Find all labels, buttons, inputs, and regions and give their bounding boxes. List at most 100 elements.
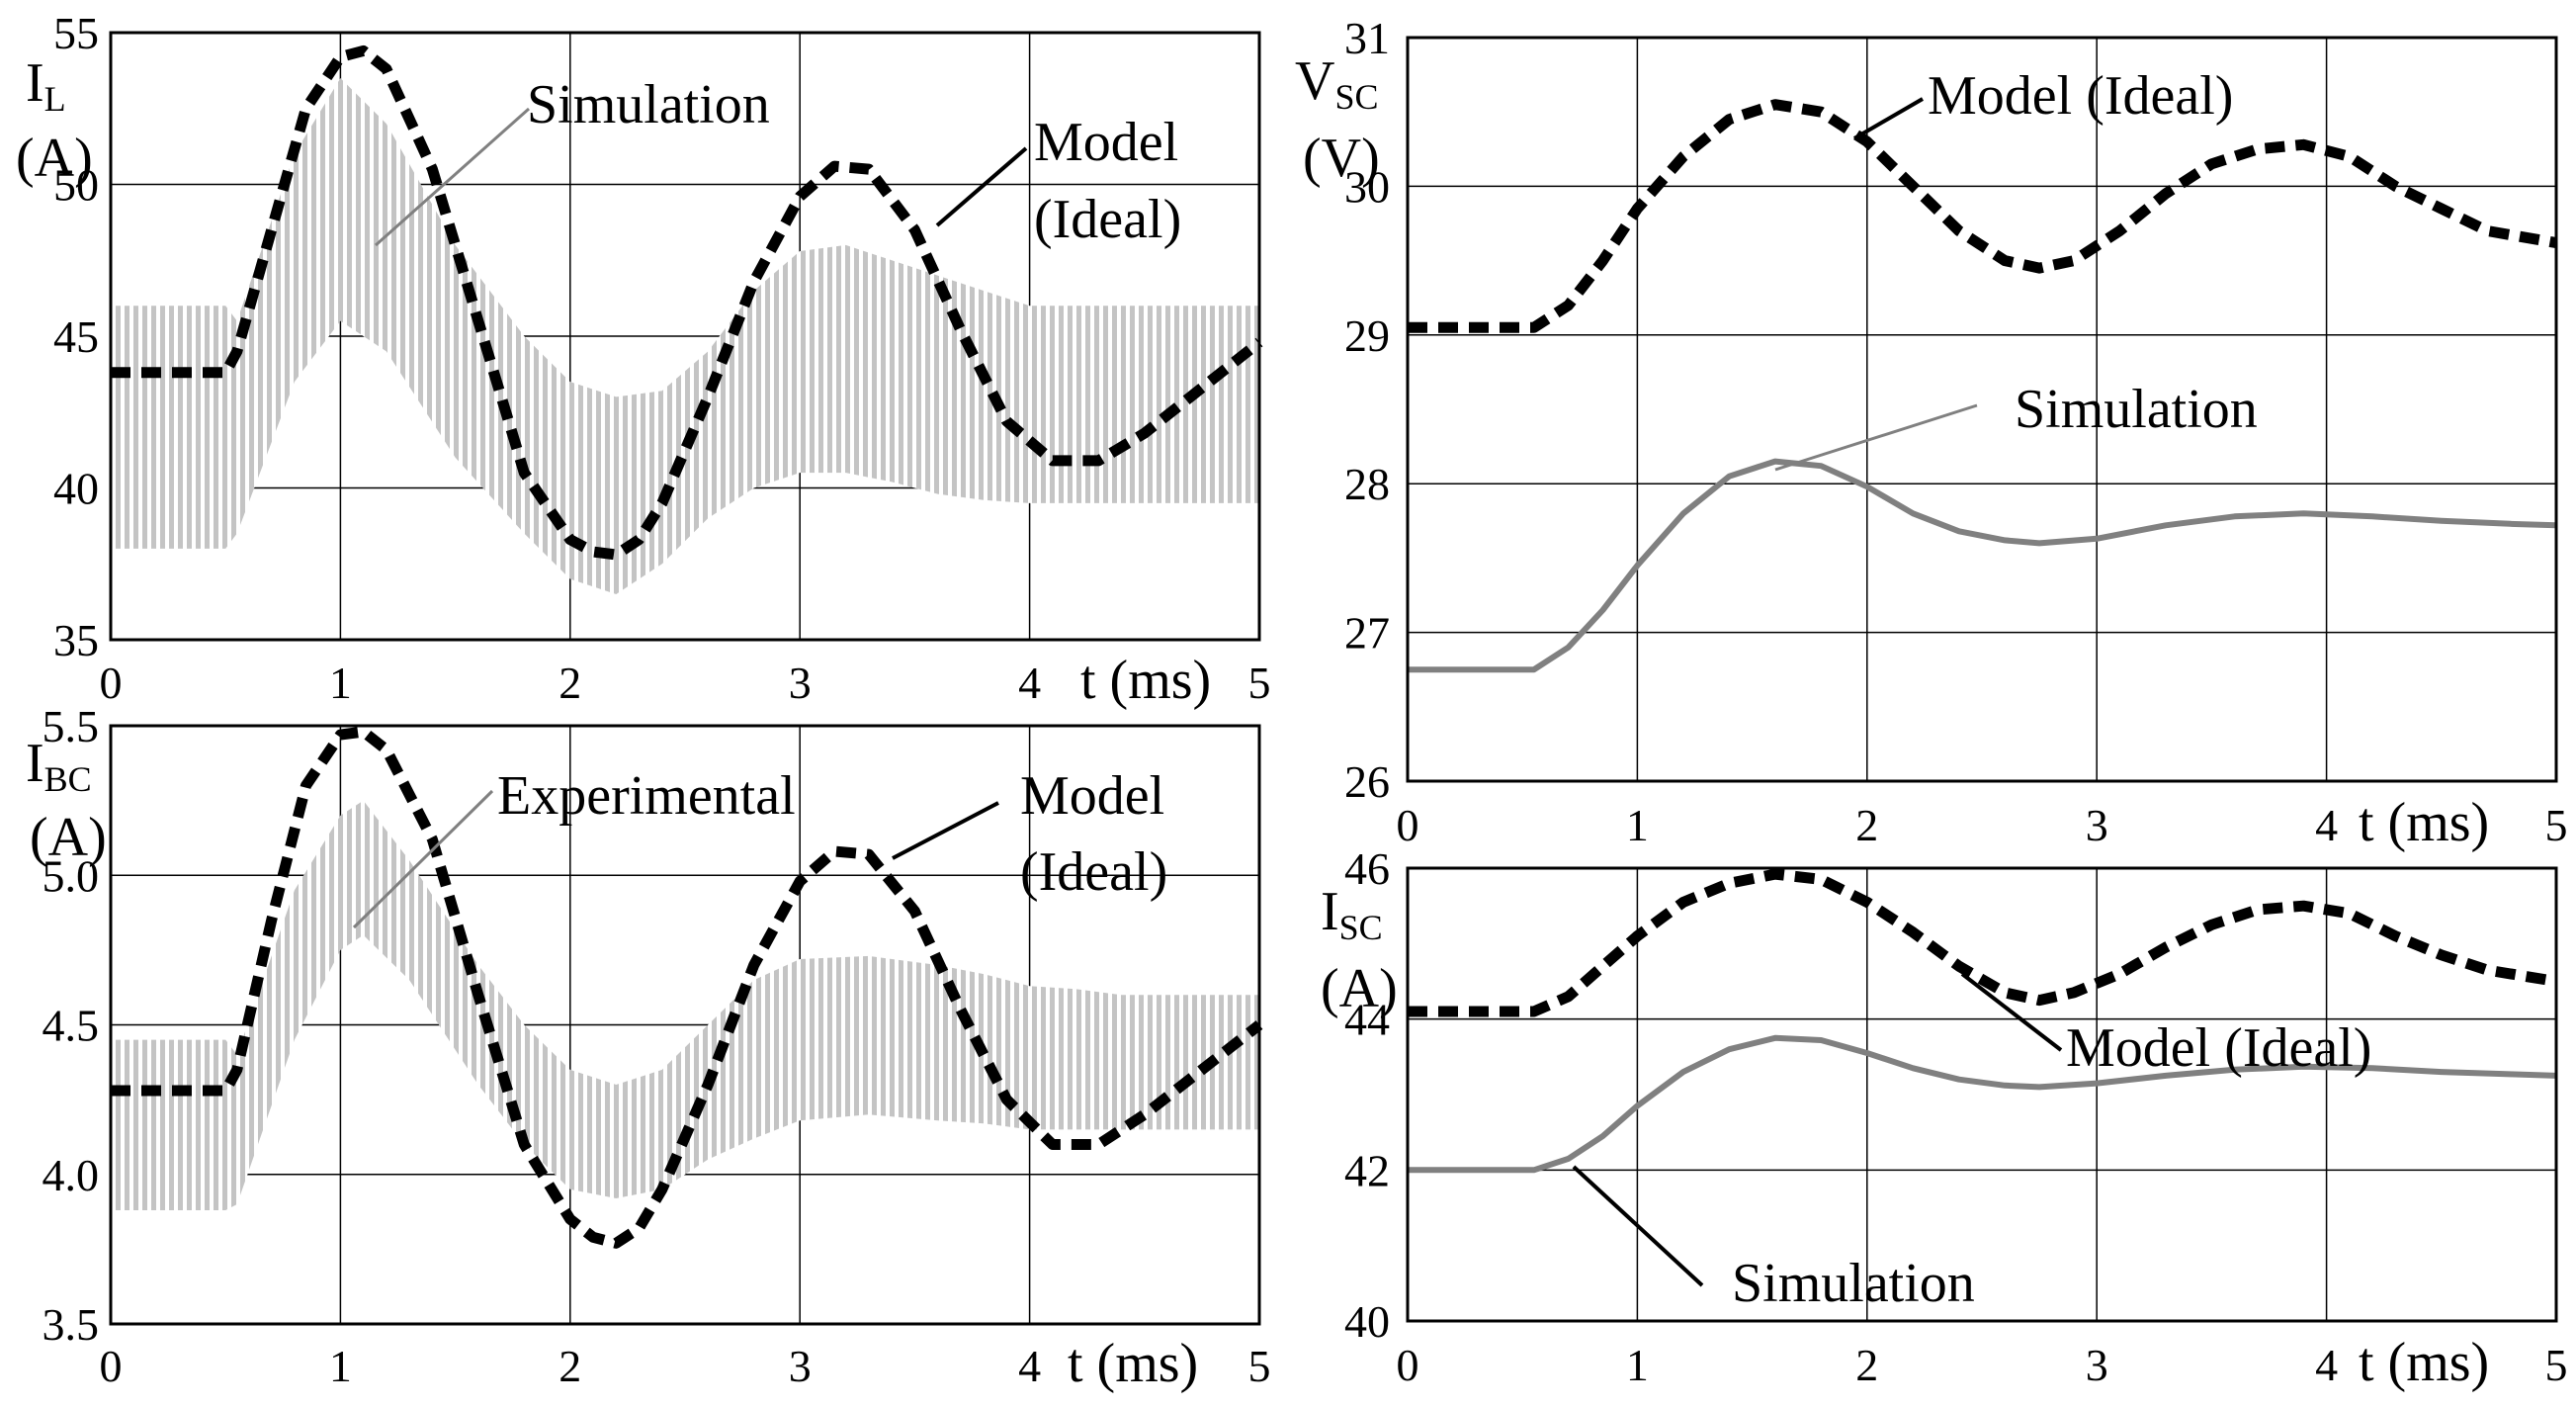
ylabel-isc-sub: SC bbox=[1339, 908, 1383, 947]
ylabel-il: IL bbox=[26, 52, 66, 119]
ytick-label-isc: 42 bbox=[1344, 1145, 1390, 1195]
yunit-ibc: (A) bbox=[30, 807, 107, 868]
xtick-label-isc: 2 bbox=[1855, 1340, 1878, 1390]
panel-ibc: 3.5 4.0 4.5 5.0 5.5 0 1 2 3 4 5 IBC (A) t (ms) Ex… bbox=[26, 701, 1271, 1394]
annot-isc-model: Model (Ideal) bbox=[2066, 1017, 2371, 1079]
plot-il bbox=[111, 44, 1263, 594]
yunit-isc: (A) bbox=[1321, 958, 1398, 1019]
series-line-vsc-0 bbox=[1408, 99, 2557, 333]
xtick-label-ibc: 4 bbox=[1018, 1341, 1041, 1391]
series-line-il-1 bbox=[111, 44, 1263, 561]
ytick-label-ibc: 4.0 bbox=[43, 1150, 100, 1200]
panel-vsc: 26 27 28 29 30 31 0 1 2 3 4 5 VSC (V) t (ms) Model… bbox=[1295, 13, 2568, 853]
plot-frame-isc bbox=[1406, 866, 2558, 1323]
plot-frame-ibc bbox=[109, 724, 1261, 1326]
xtick-label-vsc: 0 bbox=[1397, 800, 1419, 850]
plot-frame-il bbox=[109, 31, 1261, 642]
series-band-ibc-0 bbox=[111, 800, 1259, 1210]
ytick-labels-ibc: 3.5 4.0 4.5 5.0 5.5 bbox=[43, 701, 100, 1350]
annot-ibc-ideal: (Ideal) bbox=[1020, 841, 1167, 903]
ytick-label-ibc: 3.5 bbox=[43, 1299, 100, 1350]
ylabel-ibc-sub: BC bbox=[44, 759, 92, 799]
xtick-label-il: 3 bbox=[789, 658, 812, 708]
ytick-label-ibc: 5.5 bbox=[43, 701, 100, 751]
ytick-labels-vsc: 26 27 28 29 30 31 bbox=[1344, 13, 1390, 807]
plot-ibc bbox=[111, 726, 1263, 1249]
leader-ibc-model bbox=[892, 801, 999, 860]
xtick-label-ibc: 0 bbox=[100, 1341, 123, 1391]
ylabel-vsc-main: V bbox=[1295, 50, 1334, 112]
annot-il-simulation: Simulation bbox=[527, 74, 770, 135]
xlabel-il: t (ms) bbox=[1080, 650, 1211, 711]
xtick-label-isc: 1 bbox=[1626, 1340, 1649, 1390]
xtick-label-vsc: 3 bbox=[2086, 800, 2108, 850]
ytick-label-il: 40 bbox=[53, 464, 99, 514]
ytick-label-il: 35 bbox=[53, 615, 99, 665]
xtick-label-vsc: 2 bbox=[1855, 800, 1878, 850]
xtick-labels-isc: 0 1 2 3 4 5 bbox=[1397, 1340, 2568, 1390]
grid-isc bbox=[1408, 868, 2556, 1321]
leader-ibc-experimental bbox=[352, 789, 494, 929]
ytick-label-vsc: 26 bbox=[1344, 756, 1390, 807]
series-line-ibc-1 bbox=[111, 726, 1263, 1249]
ylabel-ibc-main: I bbox=[26, 733, 44, 794]
annot-il-ideal: (Ideal) bbox=[1034, 189, 1181, 250]
xlabel-vsc: t (ms) bbox=[2359, 792, 2489, 853]
ytick-labels-isc: 40 42 44 46 bbox=[1344, 843, 1390, 1347]
plot-vsc bbox=[1408, 99, 2557, 673]
ytick-label-vsc: 30 bbox=[1344, 161, 1390, 212]
xlabel-ibc: t (ms) bbox=[1068, 1333, 1198, 1394]
xtick-label-il: 5 bbox=[1248, 658, 1271, 708]
ylabel-isc-main: I bbox=[1321, 881, 1339, 942]
xtick-labels-il: 0 1 2 3 4 5 bbox=[100, 658, 1271, 708]
series-line-isc-0 bbox=[1408, 868, 2557, 1017]
xtick-label-vsc: 1 bbox=[1626, 800, 1649, 850]
ytick-label-isc: 40 bbox=[1344, 1296, 1390, 1347]
xtick-label-il: 4 bbox=[1018, 658, 1041, 708]
ylabel-il-sub: L bbox=[44, 79, 66, 119]
ylabel-ibc: IBC bbox=[26, 733, 92, 799]
grid-vsc bbox=[1408, 38, 2556, 781]
annot-vsc-simulation: Simulation bbox=[2015, 379, 2258, 440]
xtick-label-isc: 4 bbox=[2315, 1340, 2338, 1390]
xtick-label-vsc: 4 bbox=[2315, 800, 2338, 850]
ytick-label-ibc: 4.5 bbox=[43, 1001, 100, 1051]
xtick-label-il: 0 bbox=[100, 658, 123, 708]
xtick-label-il: 1 bbox=[329, 658, 352, 708]
xtick-label-isc: 0 bbox=[1397, 1340, 1419, 1390]
plot-frame-vsc bbox=[1406, 36, 2558, 783]
ytick-label-isc: 46 bbox=[1344, 843, 1390, 894]
leader-isc-simulation bbox=[1572, 1165, 1704, 1287]
xtick-label-ibc: 1 bbox=[329, 1341, 352, 1391]
ylabel-vsc-sub: SC bbox=[1334, 77, 1378, 117]
annot-vsc-model: Model (Ideal) bbox=[1928, 65, 2233, 127]
ytick-label-vsc: 31 bbox=[1344, 13, 1390, 63]
ytick-label-vsc: 27 bbox=[1344, 608, 1390, 659]
xtick-label-isc: 5 bbox=[2545, 1340, 2568, 1390]
ylabel-isc: ISC bbox=[1321, 881, 1383, 947]
xtick-labels-ibc: 0 1 2 3 4 5 bbox=[100, 1341, 1271, 1391]
leader-vsc-model bbox=[1852, 97, 1925, 140]
plot-isc bbox=[1408, 868, 2557, 1174]
xtick-label-ibc: 5 bbox=[1248, 1341, 1271, 1391]
series-band-il-0 bbox=[111, 78, 1259, 594]
annot-isc-simulation: Simulation bbox=[1732, 1253, 1975, 1314]
yunit-vsc: (V) bbox=[1303, 128, 1380, 189]
series-line-isc-1 bbox=[1408, 1034, 2557, 1174]
leader-isc-model bbox=[1960, 972, 2063, 1052]
ytick-label-vsc: 29 bbox=[1344, 310, 1390, 361]
xtick-label-ibc: 2 bbox=[558, 1341, 581, 1391]
xtick-label-ibc: 3 bbox=[789, 1341, 812, 1391]
annot-ibc-model: Model bbox=[1020, 765, 1164, 827]
ytick-label-vsc: 28 bbox=[1344, 459, 1390, 509]
leader-il-model bbox=[935, 146, 1028, 227]
xtick-label-vsc: 5 bbox=[2545, 800, 2568, 850]
ytick-label-isc: 44 bbox=[1344, 995, 1390, 1045]
xtick-label-isc: 3 bbox=[2086, 1340, 2108, 1390]
ytick-label-il: 50 bbox=[53, 160, 99, 211]
annot-ibc-experimental: Experimental bbox=[497, 765, 796, 827]
xtick-label-il: 2 bbox=[558, 658, 581, 708]
ytick-label-il: 55 bbox=[53, 8, 99, 58]
annot-il-model: Model bbox=[1034, 112, 1178, 173]
